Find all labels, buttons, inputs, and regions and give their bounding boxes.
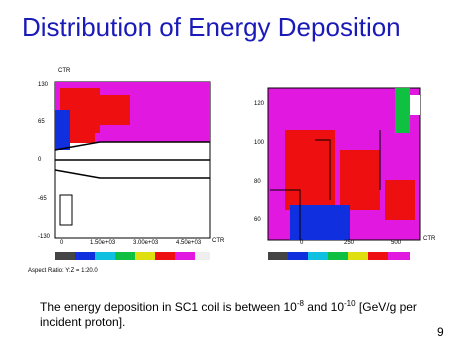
axis-label: 65 (38, 119, 45, 125)
caption-text: [GeV/g per incident proton]. (40, 300, 417, 329)
axis-label: CTR (423, 236, 436, 242)
axis-label: CTR (58, 68, 71, 74)
left-heatmap (54, 81, 211, 239)
axis-label: 4.50e+03 (176, 240, 202, 246)
axis-label: 0 (60, 240, 64, 246)
axis-label: 0 (38, 157, 42, 163)
axis-label: 130 (38, 82, 49, 88)
caption-text: and 10 (303, 300, 344, 314)
caption: The energy deposition in SC1 coil is bet… (40, 296, 430, 330)
exponent: -10 (344, 299, 356, 308)
left-colorbar (55, 252, 210, 260)
exponent: -8 (296, 299, 304, 308)
axis-label: -65 (38, 196, 47, 202)
axis-label: 250 (344, 240, 355, 246)
axis-label: 80 (254, 179, 261, 185)
axis-label: -130 (38, 234, 51, 240)
axis-label: CTR (212, 238, 225, 244)
right-colorbar (268, 252, 410, 260)
axis-label: 120 (254, 101, 265, 107)
axis-label: 500 (391, 240, 402, 246)
page-number: 9 (437, 325, 444, 339)
axis-label: 1.50e+03 (90, 240, 116, 246)
axis-label: Aspect Ratio: Y:Z = 1:20.0 (28, 268, 98, 274)
axis-label: 3.00e+03 (133, 240, 159, 246)
axis-label: 0 (300, 240, 304, 246)
slide-title: Distribution of Energy Deposition (22, 12, 401, 42)
axis-label: 100 (254, 140, 265, 146)
caption-text: The energy deposition in SC1 coil is bet… (40, 300, 297, 314)
axis-label: 60 (254, 217, 261, 223)
right-heatmap (267, 87, 421, 241)
